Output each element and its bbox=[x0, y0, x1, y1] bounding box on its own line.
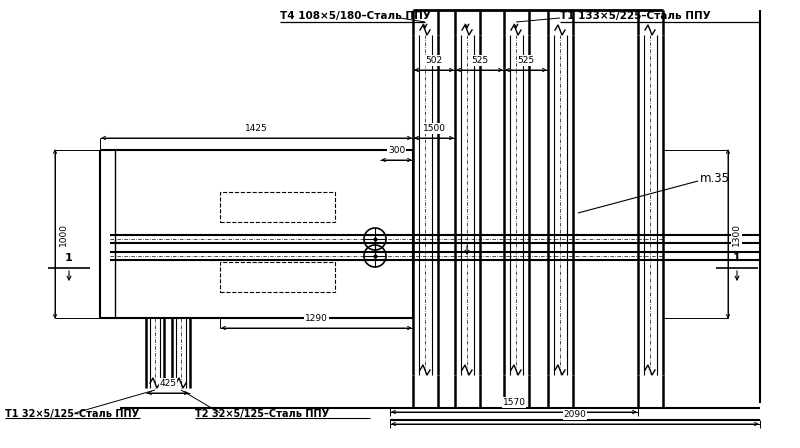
Text: T2 32×5/125–Сталь ППУ: T2 32×5/125–Сталь ППУ bbox=[195, 409, 329, 419]
Text: T4 108×5/180–Сталь ППУ: T4 108×5/180–Сталь ППУ bbox=[280, 11, 431, 21]
Text: 2090: 2090 bbox=[563, 410, 586, 419]
Text: m.35: m.35 bbox=[700, 172, 730, 185]
Text: 525: 525 bbox=[471, 56, 488, 65]
Text: T1 133×5/225–Сталь ППУ: T1 133×5/225–Сталь ППУ bbox=[560, 11, 710, 21]
Text: 1500: 1500 bbox=[422, 124, 446, 133]
Bar bbox=[220, 262, 335, 292]
Text: 1: 1 bbox=[65, 253, 73, 263]
Text: 1290: 1290 bbox=[305, 314, 328, 323]
Text: 1570: 1570 bbox=[502, 398, 526, 407]
Text: 1425: 1425 bbox=[245, 124, 268, 133]
Text: 1000: 1000 bbox=[59, 223, 68, 246]
Text: 525: 525 bbox=[518, 56, 534, 65]
Text: T1 32×5/125–Сталь ППУ: T1 32×5/125–Сталь ППУ bbox=[5, 409, 139, 419]
Text: 425: 425 bbox=[159, 379, 177, 388]
Text: 1300: 1300 bbox=[732, 223, 741, 246]
Text: 502: 502 bbox=[426, 56, 442, 65]
Bar bbox=[220, 192, 335, 222]
Text: 1: 1 bbox=[733, 253, 741, 263]
Text: 300: 300 bbox=[388, 146, 405, 155]
